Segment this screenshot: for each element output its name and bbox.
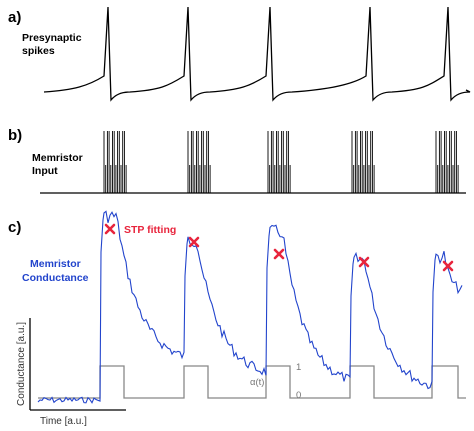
alpha-label: α(t) (250, 377, 264, 388)
presynaptic-spike-train (43, 6, 471, 102)
stp-marker-1 (188, 236, 200, 248)
stp-marker-4 (442, 260, 454, 272)
panel-a-label: a) (8, 9, 21, 26)
stp-marker-2 (273, 248, 285, 260)
panel-c-label: c) (8, 219, 21, 236)
panel-b-label: b) (8, 127, 22, 144)
conductance-trace (37, 210, 463, 404)
presynaptic-label-line2: spikes (22, 45, 55, 57)
memristor-conductance-label-line1: Memristor (30, 258, 81, 270)
presynaptic-label-line1: Presynaptic (22, 32, 82, 44)
memristor-conductance-label-line2: Conductance (22, 272, 89, 284)
pulse-level-1: 1 (296, 362, 301, 373)
stp-fitting-label: STP fitting (124, 224, 176, 236)
stp-marker-3 (358, 256, 370, 268)
memristor-input-label-line2: Input (32, 165, 58, 177)
y-axis-label: Conductance [a.u.] (16, 322, 27, 406)
x-axis-label: Time [a.u.] (40, 416, 87, 427)
stp-marker-0 (104, 223, 116, 235)
pulse-level-0: 0 (296, 390, 301, 401)
stp-fitting-markers (104, 223, 454, 272)
memristor-input-bursts (40, 131, 466, 194)
memristor-input-label-line1: Memristor (32, 152, 83, 164)
spike-waveform (43, 6, 471, 102)
